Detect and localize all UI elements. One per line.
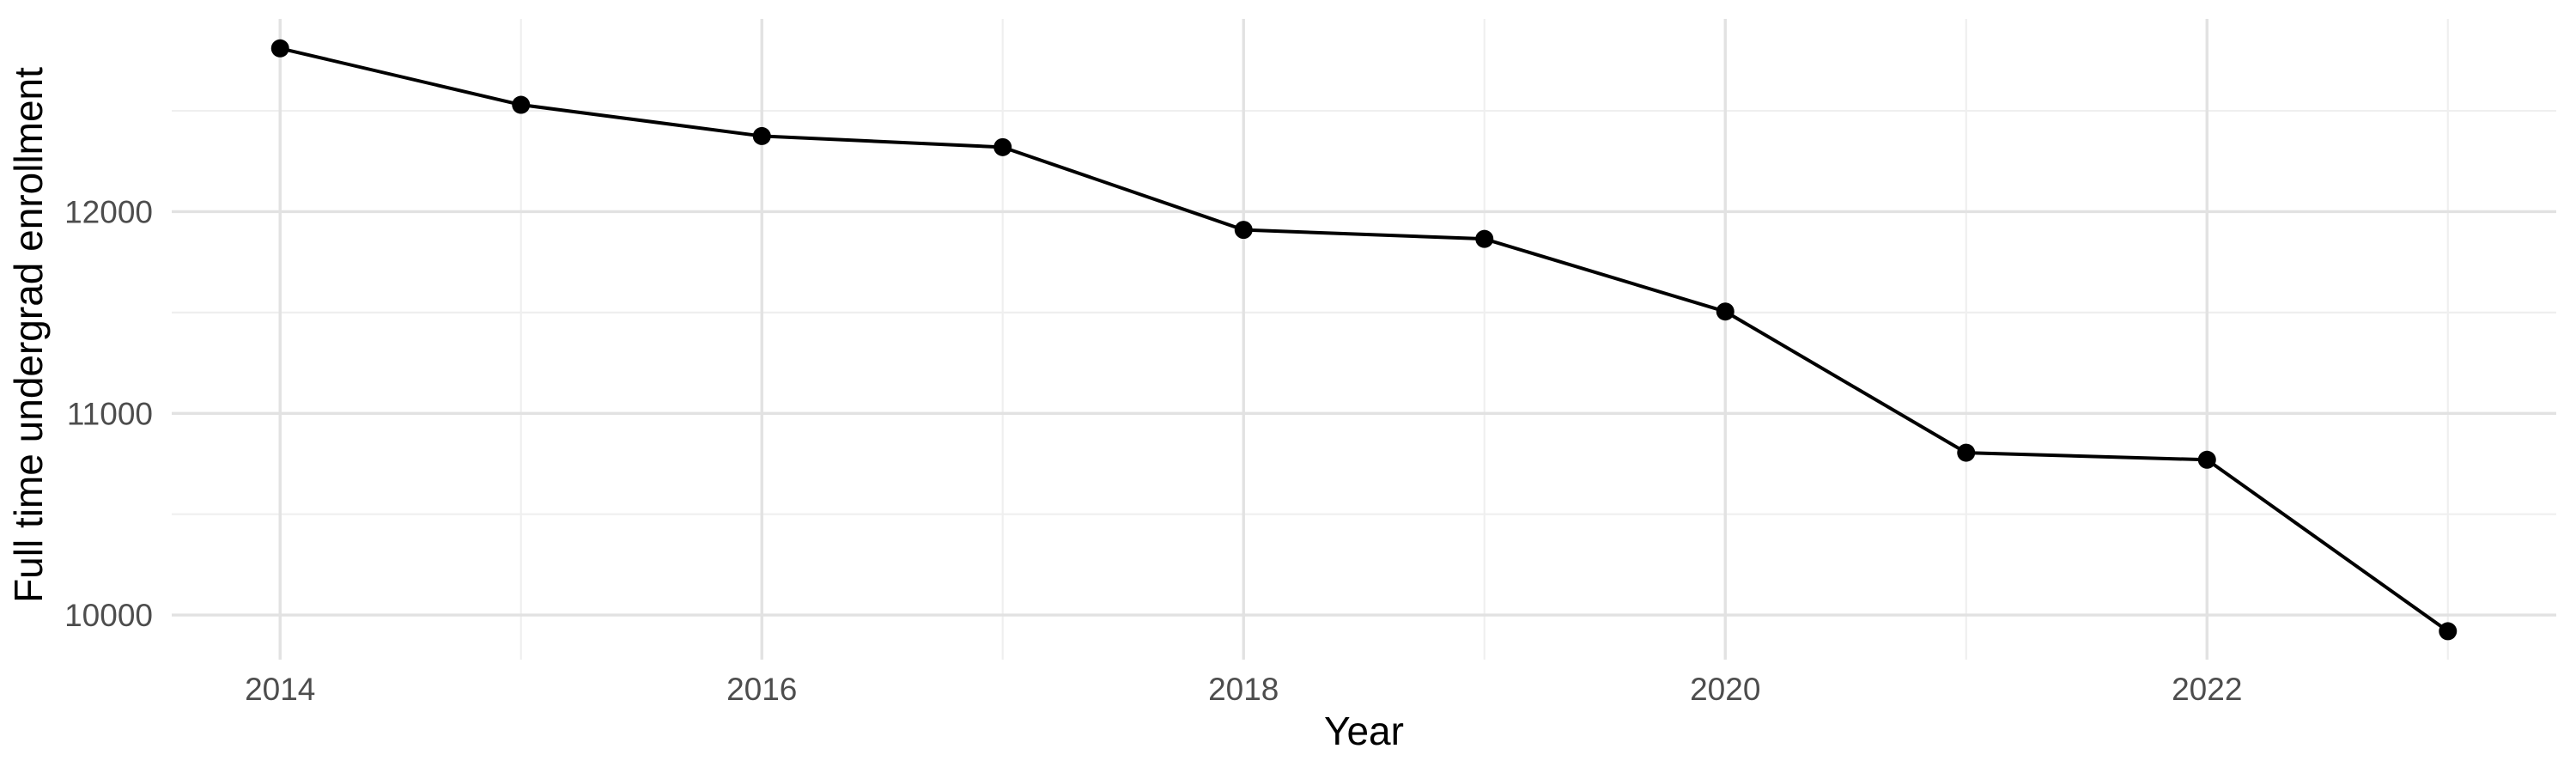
data-point-2019: [1475, 229, 1494, 248]
enrollment-trend-line: [279, 46, 2449, 633]
enrollment-data-points: [270, 39, 2458, 641]
x-tick-label-2016: 2016: [726, 672, 797, 707]
y-tick-label-11000: 11000: [67, 396, 153, 431]
data-point-2021: [1957, 443, 1976, 462]
y-axis-tick-labels: 10000 11000 12000: [64, 194, 153, 633]
data-point-2016: [752, 126, 771, 145]
x-tick-label-2018: 2018: [1208, 672, 1279, 707]
data-point-2020: [1716, 302, 1735, 321]
y-tick-label-10000: 10000: [64, 598, 153, 633]
data-point-2023: [2439, 622, 2458, 641]
y-tick-label-12000: 12000: [64, 194, 153, 229]
data-point-2022: [2197, 450, 2216, 469]
x-tick-label-2022: 2022: [2172, 672, 2242, 707]
x-tick-label-2014: 2014: [245, 672, 315, 707]
gridlines-major: [172, 19, 2556, 660]
data-point-2017: [993, 137, 1012, 156]
x-axis-title: Year: [1324, 709, 1404, 753]
enrollment-line-series: [279, 46, 2449, 633]
data-point-2015: [512, 95, 531, 114]
gridlines-minor: [172, 19, 2556, 660]
data-point-2014: [270, 39, 289, 58]
y-axis-title: Full time undergrad enrollment: [6, 67, 51, 603]
x-tick-label-2020: 2020: [1690, 672, 1760, 707]
data-point-2018: [1234, 221, 1253, 240]
x-axis-tick-labels: 2014 2016 2018 2020 2022: [245, 672, 2242, 707]
